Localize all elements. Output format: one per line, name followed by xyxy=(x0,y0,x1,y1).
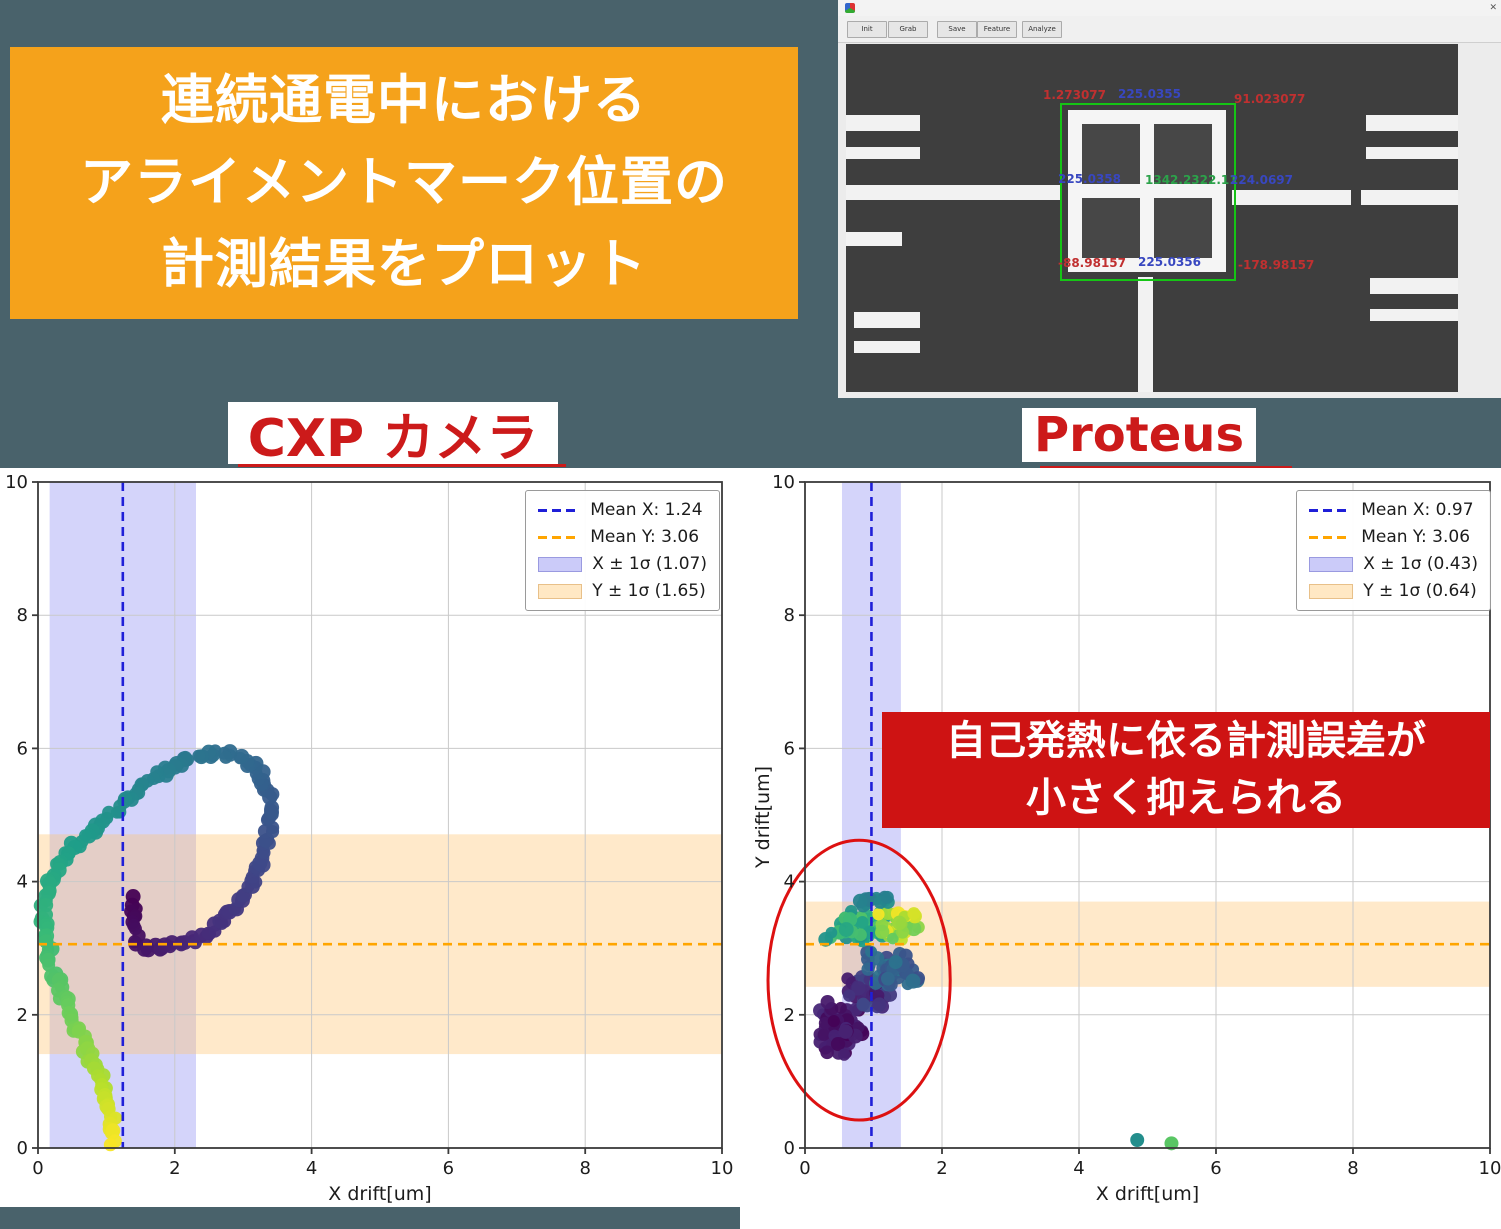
right-chart-svg: 0 2 4 6 8 10 0 2 4 6 8 10 X drift[um] xyxy=(766,472,1501,1205)
axis-ticks: 0 2 4 6 8 10 0 2 4 6 8 10 xyxy=(5,472,733,1179)
pattern-bar xyxy=(1366,147,1458,159)
pattern-bar xyxy=(1361,190,1458,205)
camera-titlebar: ✕ xyxy=(838,0,1501,17)
intro-line: 連続通電中における xyxy=(161,69,647,131)
left-title-underline xyxy=(238,464,566,467)
x-axis-label: X drift[um] xyxy=(1096,1183,1199,1205)
pattern-bar xyxy=(1370,309,1458,321)
x-sigma-band-swatch xyxy=(1309,556,1354,572)
svg-text:6: 6 xyxy=(784,738,795,759)
svg-text:2: 2 xyxy=(169,1158,180,1179)
gridlines xyxy=(38,482,722,1148)
close-icon[interactable]: ✕ xyxy=(1489,3,1497,13)
alignment-mark-window xyxy=(1082,124,1140,184)
left-chart-legend: Mean X: 1.24 Mean Y: 3.06 X ± 1σ (1.07) … xyxy=(525,490,720,611)
measure-value: 225.0356 xyxy=(1138,255,1202,269)
measure-value: -178.98157 xyxy=(1238,258,1315,272)
svg-text:6: 6 xyxy=(1210,1158,1221,1179)
svg-text:8: 8 xyxy=(579,1158,590,1179)
right-title-underline xyxy=(1040,466,1292,469)
feature-button[interactable]: Feature xyxy=(977,21,1017,38)
right-y-axis-label: Y drift[um] xyxy=(751,766,774,868)
mean-x-line-swatch xyxy=(538,508,581,512)
x-sigma-band-swatch xyxy=(538,556,583,572)
callout-box: 自己発熱に依る計測誤差が 小さく抑えられる xyxy=(882,712,1490,828)
intro-box: 連続通電中における アライメントマーク位置の 計測結果をプロット xyxy=(10,47,798,319)
analyze-button[interactable]: Analyze xyxy=(1022,21,1062,38)
pattern-bar xyxy=(1370,278,1458,294)
pattern-bar xyxy=(854,312,920,328)
mean-y-line-swatch xyxy=(538,535,581,539)
grab-button[interactable]: Grab xyxy=(888,21,928,38)
svg-text:10: 10 xyxy=(711,1158,734,1179)
pattern-bar xyxy=(846,115,920,131)
right-chart-title: Proteus xyxy=(1022,407,1256,463)
axes-box xyxy=(37,481,723,1149)
y-sigma-band-swatch xyxy=(538,583,583,599)
left-plot-panel: 0 2 4 6 8 10 0 2 4 6 8 10 X drift[um] Mean X: 1.24 M… xyxy=(0,468,740,1207)
svg-text:6: 6 xyxy=(17,738,28,759)
svg-text:10: 10 xyxy=(1479,1158,1501,1179)
alignment-mark-window xyxy=(1154,124,1212,184)
svg-text:4: 4 xyxy=(306,1158,317,1179)
svg-text:4: 4 xyxy=(17,872,28,893)
svg-text:2: 2 xyxy=(17,1005,28,1026)
pattern-bar xyxy=(846,185,1060,200)
svg-text:10: 10 xyxy=(772,472,795,493)
svg-text:4: 4 xyxy=(784,872,795,893)
axis-ticks: 0 2 4 6 8 10 0 2 4 6 8 10 xyxy=(772,472,1501,1179)
measure-value: 225.0358 xyxy=(1058,172,1122,186)
mean-y-line-swatch xyxy=(1309,535,1352,539)
svg-text:0: 0 xyxy=(17,1138,28,1159)
pattern-bar xyxy=(846,147,920,159)
svg-text:10: 10 xyxy=(5,472,28,493)
pattern-bar xyxy=(854,341,920,353)
svg-text:8: 8 xyxy=(784,605,795,626)
pattern-bar xyxy=(1232,190,1351,205)
intro-line: アライメントマーク位置の xyxy=(80,151,728,213)
left-chart-svg: 0 2 4 6 8 10 0 2 4 6 8 10 X drift[um] xyxy=(5,472,733,1205)
pattern-bar xyxy=(1366,115,1458,131)
svg-text:4: 4 xyxy=(1073,1158,1084,1179)
alignment-mark-window xyxy=(1154,198,1212,258)
camera-image-area: 1.273077 225.0355 91.023077 225.0358 134… xyxy=(846,44,1458,392)
app-icon xyxy=(845,3,855,13)
svg-text:2: 2 xyxy=(784,1005,795,1026)
measure-value: 91.023077 xyxy=(1234,92,1306,106)
measure-value: 1342.2322.11 xyxy=(1145,173,1238,187)
camera-toolbar: Init Grab Save Feature Analyze xyxy=(838,16,1501,43)
alignment-mark-window xyxy=(1082,198,1140,258)
save-button[interactable]: Save xyxy=(937,21,977,38)
measure-value: 1.273077 xyxy=(1043,88,1107,102)
svg-text:8: 8 xyxy=(17,605,28,626)
init-button[interactable]: Init xyxy=(847,21,887,38)
svg-text:8: 8 xyxy=(1347,1158,1358,1179)
pattern-bar xyxy=(846,232,902,246)
svg-text:0: 0 xyxy=(32,1158,43,1179)
scatter-points xyxy=(813,890,1179,1151)
x-axis-label: X drift[um] xyxy=(328,1183,431,1205)
right-chart-legend: Mean X: 0.97 Mean Y: 3.06 X ± 1σ (0.43) … xyxy=(1296,490,1491,611)
highlight-ellipse xyxy=(766,838,952,1122)
svg-text:2: 2 xyxy=(936,1158,947,1179)
y-sigma-band-swatch xyxy=(1309,583,1354,599)
axes-box xyxy=(804,481,1491,1149)
pattern-bar xyxy=(1138,277,1153,392)
measure-value: 224.0697 xyxy=(1230,173,1294,187)
mean-x-line-swatch xyxy=(1309,508,1352,512)
scatter-points xyxy=(33,744,280,1152)
svg-text:6: 6 xyxy=(443,1158,454,1179)
svg-text:0: 0 xyxy=(784,1138,795,1159)
measure-value: 225.0355 xyxy=(1118,87,1182,101)
svg-text:0: 0 xyxy=(799,1158,810,1179)
camera-window: ✕ Init Grab Save Feature Analyze xyxy=(838,0,1501,398)
detection-rectangle xyxy=(1060,103,1236,281)
measure-value: -88.98157 xyxy=(1058,256,1126,270)
right-plot-panel: 0 2 4 6 8 10 0 2 4 6 8 10 X drift[um] Y drift[um] Me… xyxy=(740,468,1501,1229)
intro-line: 計測結果をプロット xyxy=(161,234,647,296)
left-chart-title: CXP カメラ xyxy=(228,402,558,469)
